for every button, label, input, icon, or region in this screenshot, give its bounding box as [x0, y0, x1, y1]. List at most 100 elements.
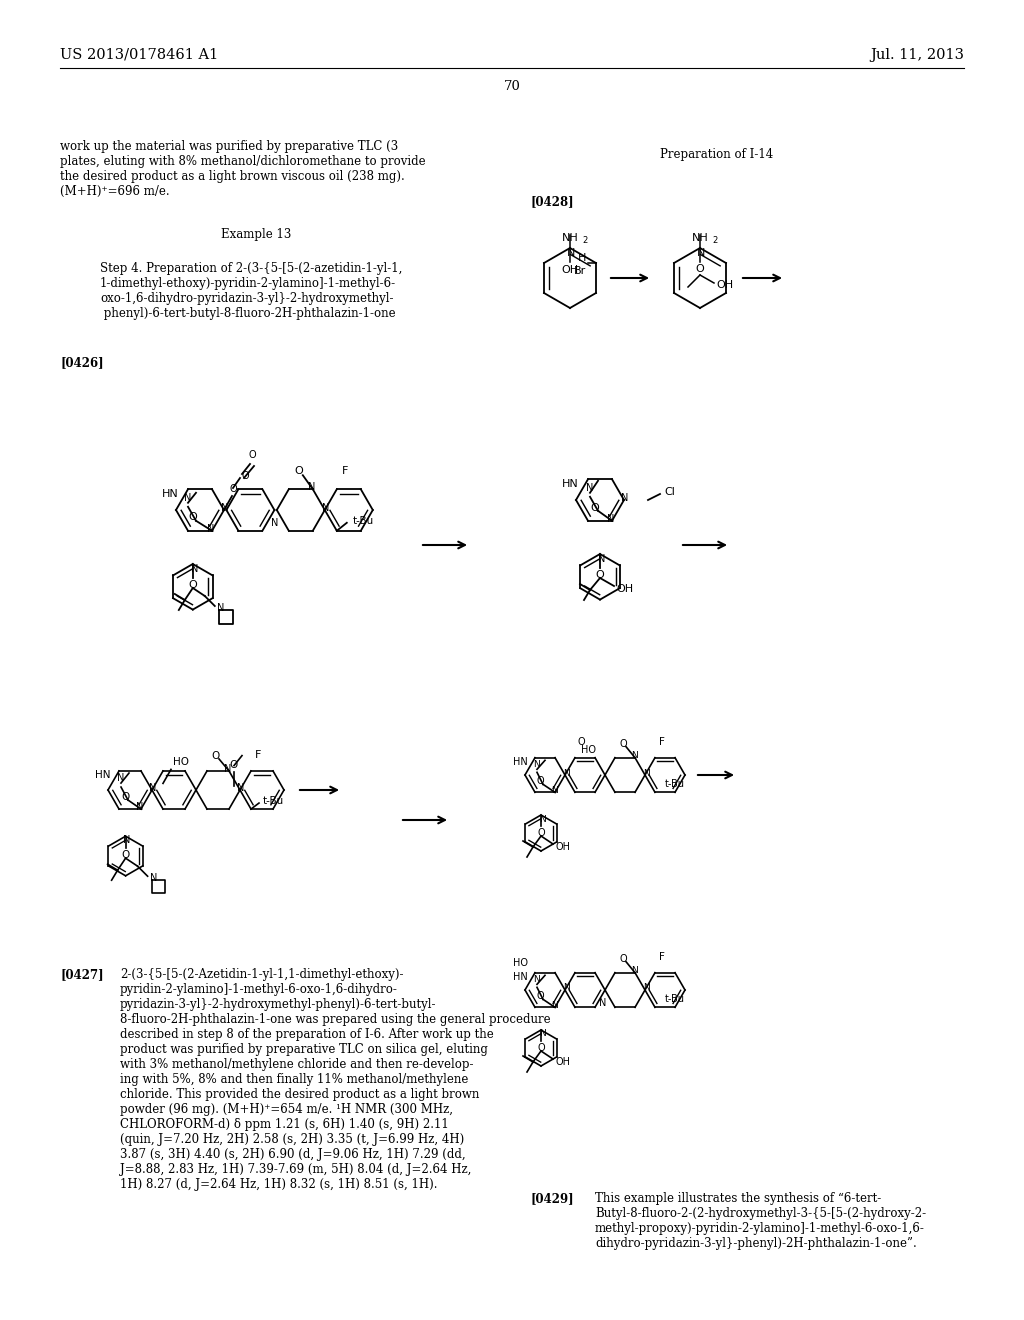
Text: work up the material was purified by preparative TLC (3: work up the material was purified by pre…: [60, 140, 398, 153]
Text: N: N: [238, 783, 245, 793]
Text: US 2013/0178461 A1: US 2013/0178461 A1: [60, 48, 218, 62]
Text: 8-fluoro-2H-phthalazin-1-one was prepared using the general procedure: 8-fluoro-2H-phthalazin-1-one was prepare…: [120, 1012, 551, 1026]
Text: O: O: [537, 991, 544, 1002]
Text: N: N: [539, 814, 546, 824]
Text: O: O: [591, 503, 599, 512]
Text: Step 4. Preparation of 2-(3-{5-[5-(2-azetidin-1-yl-1,: Step 4. Preparation of 2-(3-{5-[5-(2-aze…: [100, 261, 402, 275]
Text: pyridazin-3-yl}-2-hydroxymethyl-phenyl)-6-tert-butyl-: pyridazin-3-yl}-2-hydroxymethyl-phenyl)-…: [120, 998, 436, 1011]
Text: F: F: [659, 737, 665, 747]
Text: t-Bu: t-Bu: [665, 994, 685, 1005]
Text: N: N: [217, 603, 224, 612]
Text: N: N: [643, 768, 649, 777]
Text: 2-(3-{5-[5-(2-Azetidin-1-yl-1,1-dimethyl-ethoxy)-: 2-(3-{5-[5-(2-Azetidin-1-yl-1,1-dimethyl…: [120, 968, 403, 981]
Text: O: O: [212, 751, 220, 760]
Text: HN: HN: [561, 479, 579, 490]
Text: t-Bu: t-Bu: [665, 779, 685, 789]
Text: N: N: [207, 524, 215, 533]
Text: HN: HN: [95, 770, 111, 780]
Text: Br: Br: [573, 267, 586, 276]
Text: N: N: [551, 1001, 557, 1010]
Text: OH: OH: [716, 280, 733, 290]
Text: O: O: [620, 953, 627, 964]
Text: This example illustrates the synthesis of “6-tert-: This example illustrates the synthesis o…: [595, 1192, 882, 1205]
Text: O: O: [695, 264, 705, 275]
Text: Butyl-8-fluoro-2-(2-hydroxymethyl-3-{5-[5-(2-hydroxy-2-: Butyl-8-fluoro-2-(2-hydroxymethyl-3-{5-[…: [595, 1206, 926, 1220]
Text: the desired product as a light brown viscous oil (238 mg).: the desired product as a light brown vis…: [60, 170, 404, 183]
Text: t-Bu: t-Bu: [263, 796, 285, 807]
Text: N: N: [123, 836, 130, 845]
Text: pyridin-2-ylamino]-1-methyl-6-oxo-1,6-dihydro-: pyridin-2-ylamino]-1-methyl-6-oxo-1,6-di…: [120, 983, 398, 997]
Text: 1H) 8.27 (d, J=2.64 Hz, 1H) 8.32 (s, 1H) 8.51 (s, 1H).: 1H) 8.27 (d, J=2.64 Hz, 1H) 8.32 (s, 1H)…: [120, 1177, 437, 1191]
Text: N: N: [643, 983, 649, 993]
Text: N: N: [534, 760, 541, 770]
Text: [0426]: [0426]: [60, 356, 103, 370]
Text: t-Bu: t-Bu: [353, 516, 374, 525]
Text: O: O: [242, 471, 250, 480]
Text: O: O: [248, 450, 256, 459]
Text: Preparation of I-14: Preparation of I-14: [660, 148, 773, 161]
Text: Cl: Cl: [664, 487, 675, 498]
Text: (quin, J=7.20 Hz, 2H) 2.58 (s, 2H) 3.35 (t, J=6.99 Hz, 4H): (quin, J=7.20 Hz, 2H) 2.58 (s, 2H) 3.35 …: [120, 1133, 464, 1146]
Text: plates, eluting with 8% methanol/dichloromethane to provide: plates, eluting with 8% methanol/dichlor…: [60, 154, 426, 168]
Text: O: O: [620, 739, 627, 748]
Text: HO: HO: [513, 958, 528, 968]
Text: N: N: [631, 751, 637, 760]
Text: N: N: [562, 768, 569, 777]
Text: HO: HO: [173, 758, 189, 767]
Text: O: O: [538, 828, 545, 838]
Text: N: N: [567, 248, 575, 257]
Text: O: O: [229, 484, 237, 494]
Text: 2: 2: [712, 236, 717, 246]
Text: J=8.88, 2.83 Hz, 1H) 7.39-7.69 (m, 5H) 8.04 (d, J=2.64 Hz,: J=8.88, 2.83 Hz, 1H) 7.39-7.69 (m, 5H) 8…: [120, 1163, 471, 1176]
Text: described in step 8 of the preparation of I-6. After work up the: described in step 8 of the preparation o…: [120, 1028, 494, 1041]
Text: O: O: [537, 776, 544, 787]
Text: phenyl)-6-tert-butyl-8-fluoro-2H-phthalazin-1-one: phenyl)-6-tert-butyl-8-fluoro-2H-phthala…: [100, 308, 395, 319]
Text: HN: HN: [162, 490, 178, 499]
Text: OH: OH: [555, 1057, 570, 1067]
Text: O: O: [121, 792, 129, 803]
Text: N: N: [308, 482, 315, 492]
Text: product was purified by preparative TLC on silica gel, eluting: product was purified by preparative TLC …: [120, 1043, 487, 1056]
Text: N: N: [224, 764, 231, 774]
Text: O: O: [229, 759, 239, 770]
Text: (M+H)⁺=696 m/e.: (M+H)⁺=696 m/e.: [60, 185, 170, 198]
Text: 2: 2: [582, 236, 587, 246]
Text: F: F: [342, 466, 348, 477]
Text: F: F: [659, 952, 665, 962]
Text: Jul. 11, 2013: Jul. 11, 2013: [870, 48, 964, 62]
Text: OH: OH: [616, 583, 633, 594]
Text: N: N: [562, 983, 569, 993]
Text: chloride. This provided the desired product as a light brown: chloride. This provided the desired prod…: [120, 1088, 479, 1101]
Text: with 3% methanol/methylene chloride and then re-develop-: with 3% methanol/methylene chloride and …: [120, 1059, 473, 1071]
Text: N: N: [551, 785, 557, 795]
Text: 3.87 (s, 3H) 4.40 (s, 2H) 6.90 (d, J=9.06 Hz, 1H) 7.29 (dd,: 3.87 (s, 3H) 4.40 (s, 2H) 6.90 (d, J=9.0…: [120, 1148, 466, 1162]
Text: O: O: [122, 850, 130, 861]
Text: ing with 5%, 8% and then finally 11% methanol/methylene: ing with 5%, 8% and then finally 11% met…: [120, 1073, 468, 1086]
Text: N: N: [191, 564, 199, 574]
Text: N: N: [184, 492, 191, 503]
Text: N: N: [539, 1030, 546, 1039]
Text: N: N: [622, 492, 629, 503]
Text: O: O: [596, 570, 604, 579]
Text: OH: OH: [561, 265, 579, 275]
Text: N: N: [587, 483, 594, 492]
Text: methyl-propoxy)-pyridin-2-ylamino]-1-methyl-6-oxo-1,6-: methyl-propoxy)-pyridin-2-ylamino]-1-met…: [595, 1222, 925, 1236]
Text: HN: HN: [513, 972, 527, 982]
Text: NH: NH: [561, 234, 579, 243]
Text: [0428]: [0428]: [530, 195, 573, 209]
Text: N: N: [271, 517, 279, 528]
Text: NH: NH: [691, 234, 709, 243]
Text: CHLOROFORM-d) δ ppm 1.21 (s, 6H) 1.40 (s, 9H) 2.11: CHLOROFORM-d) δ ppm 1.21 (s, 6H) 1.40 (s…: [120, 1118, 449, 1131]
Text: O: O: [538, 1043, 545, 1053]
Text: N: N: [598, 554, 605, 564]
Text: F: F: [255, 750, 261, 760]
Text: N: N: [631, 966, 637, 975]
Text: HN: HN: [513, 756, 527, 767]
Text: N: N: [323, 503, 330, 513]
Text: N: N: [150, 783, 157, 793]
Text: oxo-1,6-dihydro-pyridazin-3-yl}-2-hydroxymethyl-: oxo-1,6-dihydro-pyridazin-3-yl}-2-hydrox…: [100, 292, 393, 305]
Text: O: O: [188, 579, 198, 590]
Text: N: N: [221, 503, 228, 513]
Text: OH: OH: [555, 842, 570, 851]
Text: N: N: [696, 248, 706, 257]
